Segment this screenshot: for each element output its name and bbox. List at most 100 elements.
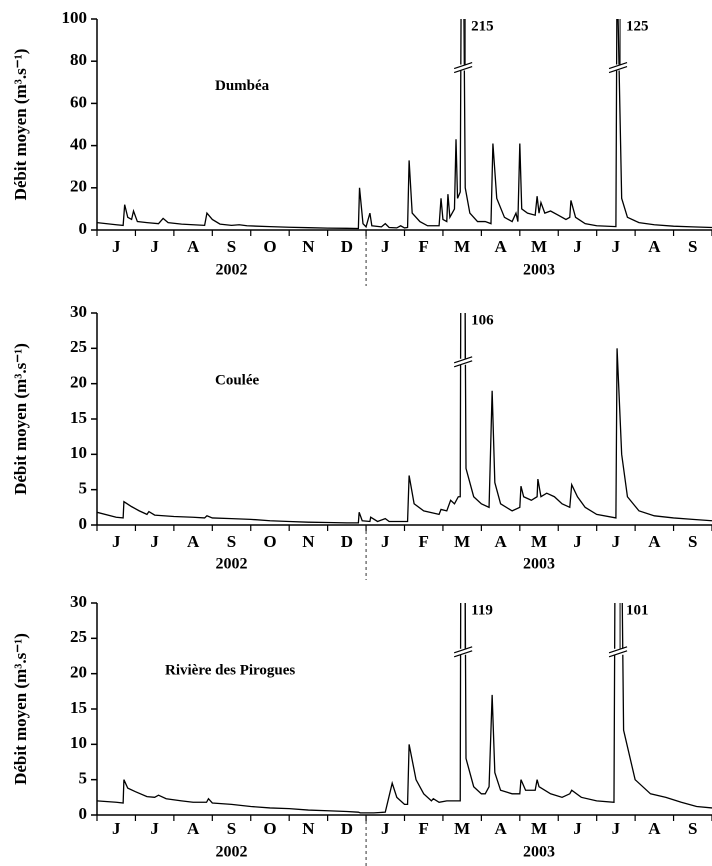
x-tick-label: O	[263, 532, 276, 551]
x-tick-label: J	[150, 532, 159, 551]
x-tick-label: A	[494, 532, 507, 551]
x-tick-label: N	[302, 237, 315, 256]
x-tick-label: A	[648, 237, 661, 256]
x-tick-label: S	[227, 237, 236, 256]
y-tick-label: 0	[79, 804, 88, 823]
x-tick-label: J	[150, 237, 159, 256]
y-tick-label: 20	[70, 177, 87, 196]
x-tick-label: F	[419, 819, 429, 838]
x-tick-label: M	[454, 819, 470, 838]
break-mark	[608, 646, 628, 654]
break-mark	[453, 356, 473, 364]
discharge-line	[97, 19, 712, 230]
x-tick-label: J	[381, 819, 390, 838]
y-tick-label: 30	[70, 592, 87, 611]
peak-label: 119	[471, 602, 493, 618]
x-tick-label: J	[112, 819, 121, 838]
y-tick-label: 20	[70, 663, 87, 682]
x-tick-label: A	[187, 237, 200, 256]
x-tick-label: A	[648, 819, 661, 838]
y-axis-label: Débit moyen (m³.s⁻¹)	[11, 633, 30, 785]
x-tick-label: D	[341, 819, 353, 838]
x-tick-label: S	[688, 237, 697, 256]
y-tick-label: 25	[70, 627, 87, 646]
peak-label: 125	[626, 18, 649, 34]
y-tick-label: 0	[79, 219, 88, 238]
x-tick-label: S	[227, 819, 236, 838]
x-tick-label: A	[187, 532, 200, 551]
y-axis-label: Débit moyen (m³.s⁻¹)	[11, 343, 30, 495]
panel: Débit moyen (m³.s⁻¹) Rivière des Pirogues…	[11, 592, 712, 866]
panel-title: Rivière des Pirogues	[165, 662, 295, 678]
x-tick-label: A	[494, 237, 507, 256]
year-label: 2003	[523, 844, 555, 861]
x-tick-label: M	[531, 819, 547, 838]
peak-label: 101	[626, 602, 649, 618]
break-mark	[453, 650, 473, 658]
peak-label: 106	[471, 312, 494, 328]
break-mark	[453, 360, 473, 368]
discharge-line	[97, 603, 712, 814]
year-label: 2002	[216, 844, 248, 861]
x-tick-label: F	[419, 237, 429, 256]
x-tick-label: N	[302, 819, 315, 838]
x-tick-label: J	[112, 237, 121, 256]
year-label: 2003	[523, 262, 555, 279]
x-tick-label: S	[688, 532, 697, 551]
x-tick-label: A	[648, 532, 661, 551]
y-axis-label: Débit moyen (m³.s⁻¹)	[11, 49, 30, 201]
x-tick-label: M	[531, 532, 547, 551]
break-gap	[454, 358, 473, 365]
x-tick-label: M	[454, 237, 470, 256]
y-tick-label: 80	[70, 50, 87, 69]
panel-title: Coulée	[215, 372, 260, 388]
y-tick-label: 10	[70, 733, 87, 752]
x-tick-label: J	[112, 532, 121, 551]
break-gap	[454, 648, 473, 655]
x-tick-label: O	[263, 237, 276, 256]
y-tick-label: 60	[70, 92, 87, 111]
y-tick-label: 20	[70, 373, 87, 392]
panel-title: Dumbéa	[215, 78, 270, 94]
x-tick-label: D	[341, 237, 353, 256]
peak-label: 215	[471, 18, 494, 34]
x-tick-label: A	[187, 819, 200, 838]
x-tick-label: J	[381, 237, 390, 256]
y-tick-label: 5	[79, 479, 88, 498]
x-tick-label: F	[419, 532, 429, 551]
y-tick-label: 5	[79, 769, 88, 788]
year-label: 2002	[216, 556, 248, 573]
y-tick-label: 10	[70, 443, 87, 462]
break-mark	[608, 61, 628, 70]
x-tick-label: J	[150, 819, 159, 838]
x-tick-label: D	[341, 532, 353, 551]
y-tick-label: 0	[79, 514, 88, 533]
break-mark	[608, 65, 628, 74]
x-tick-label: N	[302, 532, 315, 551]
panel: Débit moyen (m³.s⁻¹) Dumbéa 0 20 40 60 80 100 J J…	[11, 8, 712, 286]
break-mark	[453, 61, 473, 70]
x-tick-label: M	[454, 532, 470, 551]
x-tick-label: J	[573, 819, 582, 838]
year-label: 2003	[523, 556, 555, 573]
x-tick-label: O	[263, 819, 276, 838]
x-tick-label: J	[381, 532, 390, 551]
discharge-line	[97, 313, 712, 524]
y-tick-label: 15	[70, 698, 87, 717]
y-tick-label: 25	[70, 337, 87, 356]
x-tick-label: A	[494, 819, 507, 838]
x-tick-label: J	[612, 532, 621, 551]
break-mark	[608, 650, 628, 658]
y-tick-label: 15	[70, 408, 87, 427]
panel: Débit moyen (m³.s⁻¹) Coulée 0 5 10 15 20 25 30 J J…	[11, 302, 712, 580]
break-gap	[454, 64, 473, 71]
break-mark	[453, 646, 473, 654]
x-tick-label: J	[573, 532, 582, 551]
x-tick-label: J	[612, 819, 621, 838]
break-gap	[609, 648, 628, 655]
x-tick-label: S	[688, 819, 697, 838]
x-tick-label: J	[573, 237, 582, 256]
x-tick-label: J	[612, 237, 621, 256]
x-tick-label: S	[227, 532, 236, 551]
